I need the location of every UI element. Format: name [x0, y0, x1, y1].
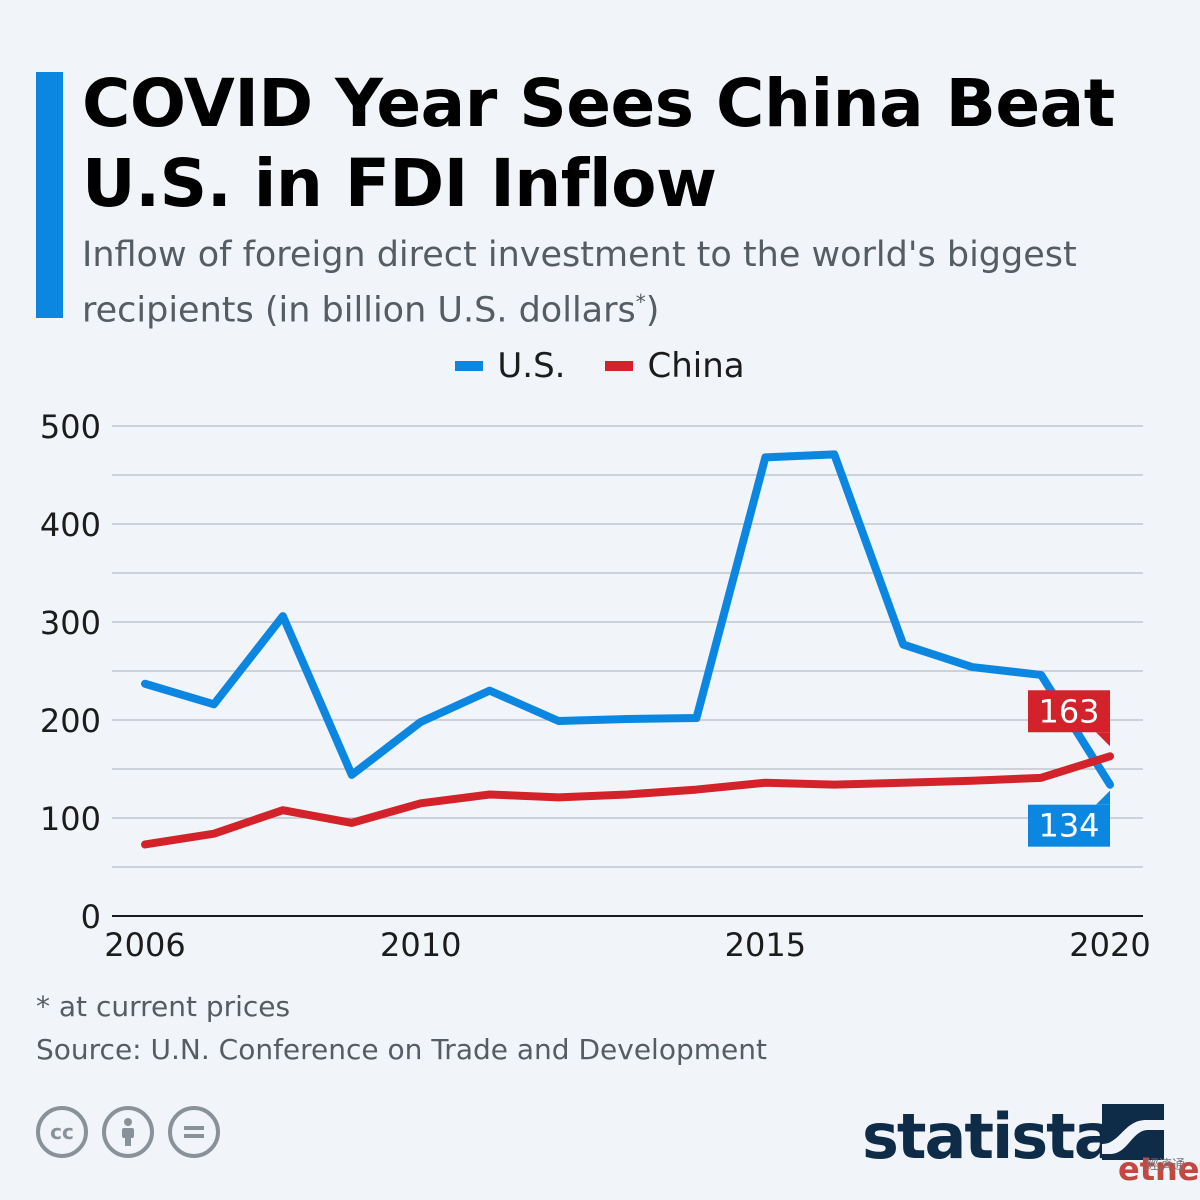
x-tick-labels: 2006 2010 2015 2020	[104, 926, 1150, 964]
legend-item-us: U.S.	[455, 346, 565, 386]
legend-swatch-china	[605, 361, 634, 371]
end-labels: 163 134	[1028, 690, 1110, 847]
y-tick-300: 300	[40, 604, 101, 642]
series-lines	[141, 450, 1114, 849]
legend-swatch-us	[455, 361, 484, 371]
footnote: * at current prices	[36, 990, 291, 1023]
x-tick-2010: 2010	[380, 926, 461, 964]
series-line-us	[141, 450, 1114, 789]
legend-label-us: U.S.	[497, 346, 566, 386]
y-tick-400: 400	[40, 506, 101, 544]
series-line-china	[141, 752, 1114, 849]
line-chart: 0 100 200 300 400 500 2006 2010 2015 2020 163 134	[40, 408, 1151, 964]
legend-label-china: China	[647, 346, 745, 386]
no-derivatives-icon[interactable]	[168, 1106, 220, 1158]
statista-logo-text[interactable]: statista	[862, 1100, 1116, 1173]
end-label-text: 163	[1038, 692, 1099, 730]
license-icons: cc	[36, 1106, 220, 1158]
chart-subtitle: Inflow of foreign direct investment to t…	[82, 232, 1162, 335]
end-label-china: 163	[1028, 690, 1110, 747]
x-tick-2015: 2015	[725, 926, 806, 964]
source-note: Source: U.N. Conference on Trade and Dev…	[36, 1033, 767, 1066]
x-tick-2006: 2006	[104, 926, 185, 964]
subtitle-close: )	[645, 290, 660, 331]
y-tick-500: 500	[40, 408, 101, 446]
end-label-us: 134	[1028, 790, 1110, 847]
chart-title: COVID Year Sees China Beat U.S. in FDI I…	[82, 65, 1115, 222]
chart-legend: U.S. China	[0, 346, 1200, 386]
y-tick-0: 0	[81, 898, 101, 936]
y-tick-200: 200	[40, 702, 101, 740]
y-tick-100: 100	[40, 800, 101, 838]
title-accent-bar	[36, 72, 63, 318]
x-tick-2020: 2020	[1069, 926, 1150, 964]
etnet-watermark-cn: 經濟通	[1146, 1158, 1186, 1173]
y-tick-labels: 0 100 200 300 400 500	[40, 408, 101, 936]
subtitle-text: Inflow of foreign direct investment to t…	[82, 235, 1077, 331]
legend-item-china: China	[605, 346, 745, 386]
statista-logo-icon[interactable]	[1102, 1104, 1164, 1160]
etnet-watermark: etnet	[1118, 1150, 1200, 1188]
cc-icon[interactable]: cc	[36, 1106, 88, 1158]
end-label-text: 134	[1038, 807, 1099, 845]
subtitle-footnote-mark: *	[635, 290, 646, 314]
attribution-icon[interactable]	[102, 1106, 154, 1158]
